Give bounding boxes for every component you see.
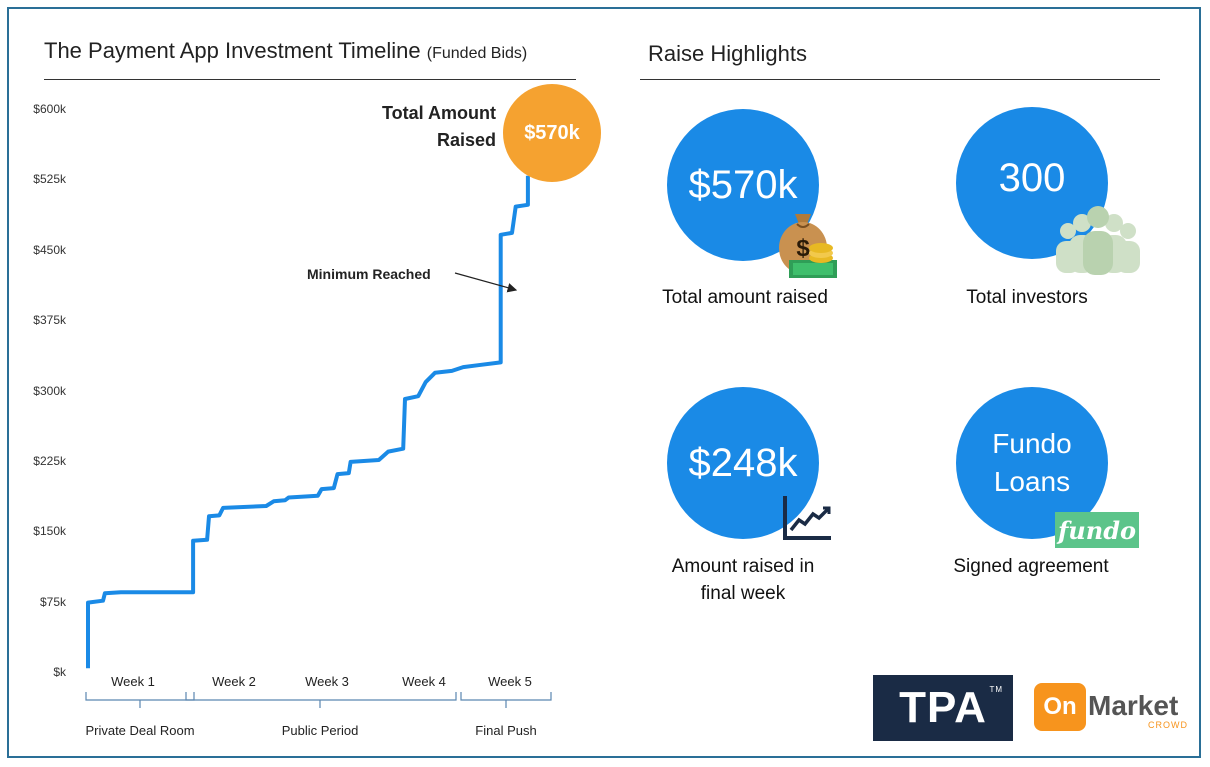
onmarket-logo-badge: On — [1034, 683, 1086, 731]
fundo-logo: fundo — [1055, 512, 1139, 548]
stat-caption-investors: Total investors — [966, 287, 1088, 308]
tpa-logo: TPA TM — [873, 675, 1013, 741]
week-label: Week 5 — [488, 674, 532, 689]
stat-value-fundo-line1: Fundo — [992, 428, 1072, 459]
y-tick-label: $75k — [39, 594, 66, 609]
timeline-chart — [85, 175, 552, 708]
stat-caption-final-week-line2: final week — [700, 583, 786, 604]
y-tick-label: $600k — [33, 102, 66, 116]
phase-label: Public Period — [281, 723, 359, 738]
minimum-reached-annotation: Minimum Reached — [307, 266, 431, 282]
stat-caption-fundo: Signed agreement — [953, 556, 1109, 577]
y-tick-label: $525k — [33, 172, 66, 187]
title-divider-left — [44, 79, 576, 80]
chart-title: The Payment App Investment Timeline (Fun… — [44, 38, 527, 64]
stat-value-final-week: $248k — [688, 441, 798, 485]
y-tick-label: $k — [53, 665, 66, 679]
y-tick-label: $225k — [33, 453, 66, 468]
week-label: Week 3 — [305, 674, 349, 689]
stat-caption-final-week-line1: Amount raised in — [671, 556, 815, 577]
onmarket-logo-crowd: CROWD — [1148, 720, 1188, 730]
money-bag-icon: $ — [779, 214, 837, 278]
phase-label: Final Push — [475, 723, 537, 738]
y-tick-label: $150k — [33, 524, 66, 539]
total-raised-annotation: Total Amount Raised — [346, 100, 496, 154]
svg-text:$: $ — [796, 235, 810, 262]
phase-bracket — [460, 692, 552, 708]
tpa-logo-text: TPA — [899, 683, 987, 732]
stat-value-fundo-line2: Loans — [993, 466, 1071, 497]
week-label: Week 4 — [402, 674, 446, 689]
title-divider-right — [640, 79, 1160, 80]
trend-up-chart-icon — [783, 496, 831, 540]
funding-step-line — [86, 175, 530, 669]
stat-caption-final-week: Amount raised in final week — [643, 553, 843, 607]
people-group-icon — [1056, 206, 1140, 275]
y-tick-label: $300k — [33, 383, 66, 398]
page-frame — [7, 7, 1201, 758]
phase-bracket — [85, 692, 195, 708]
total-raised-annotation-line1: Total Amount — [382, 103, 496, 123]
y-tick-label: $375k — [33, 313, 66, 328]
total-raised-annotation-line2: Raised — [436, 130, 496, 150]
stat-caption-total-raised: Total amount raised — [662, 287, 828, 308]
chart-title-text: The Payment App Investment Timeline — [44, 38, 421, 63]
phase-label: Private Deal Room — [85, 723, 195, 738]
tpa-logo-tm: TM — [989, 685, 1003, 694]
onmarket-logo-text: Market — [1088, 690, 1179, 721]
stat-value-total-raised: $570k — [688, 163, 798, 207]
minimum-reached-arrow — [454, 272, 518, 293]
y-tick-label: $450k — [33, 242, 66, 257]
chart-title-note: (Funded Bids) — [426, 45, 528, 62]
stat-circle-investors: 300 — [956, 107, 1108, 259]
week-label: Week 2 — [212, 674, 256, 689]
total-raised-bubble: $570k — [503, 84, 601, 182]
phase-bracket — [185, 692, 457, 708]
highlights-title: Raise Highlights — [648, 41, 807, 66]
stat-value-investors: 300 — [998, 156, 1066, 200]
week-label: Week 1 — [111, 674, 155, 689]
stat-circle-final-week: $248k — [667, 387, 819, 539]
